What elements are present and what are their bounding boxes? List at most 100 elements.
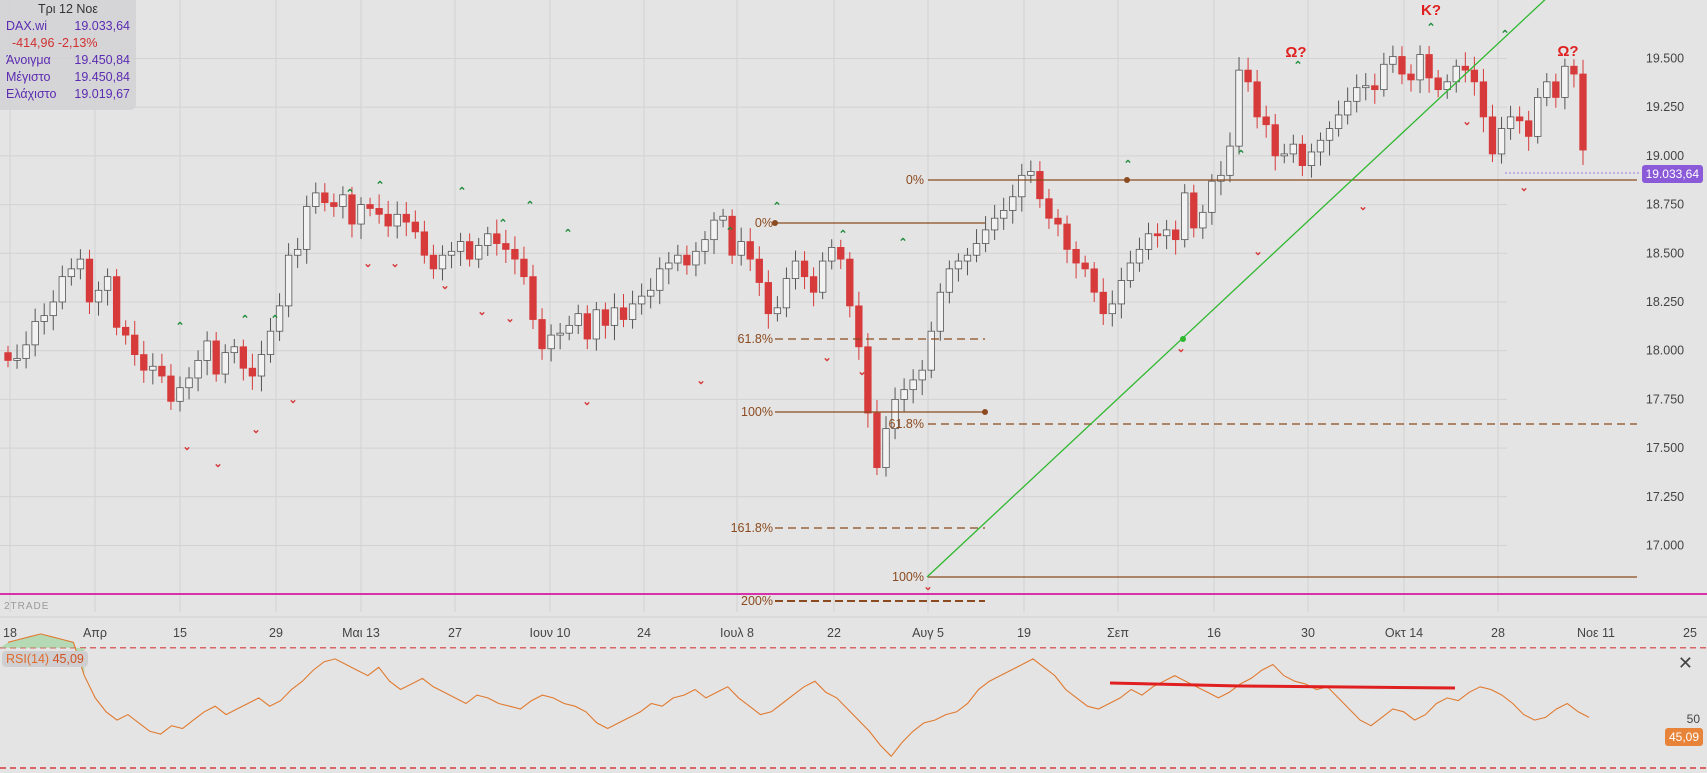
- candle-body: [665, 262, 673, 270]
- up-arrow-marker: ⌃: [345, 188, 354, 200]
- legend-high-row: Μέγιστο 19.450,84: [6, 69, 130, 86]
- rsi-line: [7, 633, 1590, 758]
- down-arrow-marker: ⌄: [1519, 182, 1528, 194]
- trend-line: [926, 0, 1546, 578]
- candle-body: [131, 334, 139, 355]
- y-tick-label: 17.750: [1646, 392, 1684, 406]
- candle-body: [945, 268, 954, 293]
- candle-body: [882, 428, 890, 468]
- candle-body: [248, 367, 257, 377]
- up-arrow-marker: ⌃: [898, 237, 907, 249]
- up-arrow-marker: ⌃: [240, 314, 249, 326]
- candle-body: [674, 254, 682, 264]
- candle-body: [1081, 262, 1089, 270]
- fib-level-label: 61.8%: [889, 417, 924, 431]
- trend-anchor-dot: [1180, 336, 1186, 342]
- candle-body: [873, 412, 881, 468]
- candle-body: [972, 243, 981, 256]
- x-tick-label: 25: [1683, 626, 1697, 640]
- candle-body: [40, 315, 48, 322]
- candle-body: [800, 260, 809, 278]
- candle-body: [339, 194, 347, 207]
- candle-body: [1552, 81, 1560, 98]
- pattern-annotation: Ω?: [1557, 43, 1578, 60]
- candle-body: [1380, 63, 1388, 91]
- rsi-divergence-line: [1239, 684, 1456, 690]
- candle-body: [312, 192, 320, 207]
- legend-date: Τρι 12 Νοε: [38, 2, 98, 16]
- candle-body: [1235, 69, 1243, 147]
- candle-body: [1280, 153, 1288, 157]
- candle-body: [936, 291, 944, 332]
- candle-body: [1027, 171, 1035, 176]
- y-tick-label: 17.250: [1646, 490, 1684, 504]
- candle-body: [1497, 128, 1506, 155]
- candle-body: [990, 217, 999, 231]
- legend-low: 19.019,67: [74, 87, 130, 101]
- candle-body: [1425, 54, 1433, 79]
- rsi-indicator-label[interactable]: RSI(14) 45,09: [2, 651, 88, 667]
- candle-body: [465, 241, 474, 260]
- legend-open: 19.450,84: [74, 53, 130, 67]
- candle-body: [348, 194, 356, 225]
- candle-body: [1090, 268, 1098, 293]
- candle-body: [529, 276, 537, 320]
- down-arrow-marker: ⌄: [213, 458, 222, 470]
- x-tick-label: 28: [1491, 626, 1505, 640]
- candle-body: [85, 258, 94, 303]
- rsi-level-label: 50: [1687, 712, 1701, 726]
- pattern-annotation: Κ?: [1421, 2, 1441, 19]
- up-arrow-marker: ⌃: [1426, 22, 1435, 34]
- candle-body: [610, 307, 619, 326]
- down-arrow-marker: ⌄: [390, 258, 399, 270]
- candle-body: [67, 268, 76, 278]
- up-arrow-marker: ⌃: [563, 228, 572, 240]
- candle-body: [746, 241, 754, 260]
- y-tick-label: 19.250: [1646, 100, 1684, 114]
- candle-body: [1452, 65, 1460, 83]
- up-arrow-marker: ⌃: [498, 218, 507, 230]
- candle-body: [1181, 192, 1189, 241]
- candle-body: [583, 313, 591, 340]
- fib-level-label: 161.8%: [731, 521, 773, 535]
- legend-symbol: DAX.wi: [6, 19, 47, 33]
- down-arrow-marker: ⌄: [288, 394, 297, 406]
- candle-body: [1099, 291, 1107, 315]
- candle-body: [1362, 85, 1370, 89]
- candle-body: [447, 250, 456, 256]
- candle-body: [782, 278, 791, 309]
- candle-body: [393, 213, 401, 227]
- candle-body: [293, 248, 302, 256]
- candle-body: [791, 260, 800, 280]
- candle-body: [1289, 143, 1297, 155]
- candle-body: [1018, 174, 1026, 198]
- up-arrow-marker: ⌃: [1123, 159, 1132, 171]
- candle-body: [1534, 97, 1542, 137]
- close-icon[interactable]: ✕: [1677, 653, 1693, 673]
- candle-body: [719, 215, 727, 221]
- candle-body: [49, 301, 57, 317]
- legend-last: 19.033,64: [74, 19, 130, 33]
- candle-body: [1217, 174, 1225, 182]
- candle-body: [203, 340, 211, 361]
- candle-body: [1416, 54, 1424, 81]
- candle-body: [1045, 198, 1053, 219]
- candle-body: [185, 377, 193, 389]
- up-arrow-marker: ⌃: [457, 186, 466, 198]
- candle-body: [112, 276, 121, 328]
- candle-body: [330, 202, 338, 207]
- legend-change-row: -414,96 -2,13%: [6, 35, 130, 52]
- up-arrow-marker: ⌃: [725, 226, 734, 238]
- candle-body: [828, 247, 836, 262]
- candle-body: [158, 365, 166, 377]
- candle-body: [1000, 210, 1008, 219]
- candle-body: [574, 313, 582, 326]
- candle-body: [1162, 229, 1171, 237]
- candle-body: [140, 354, 148, 371]
- down-arrow-marker: ⌄: [505, 313, 514, 325]
- down-arrow-marker: ⌄: [582, 396, 591, 408]
- candle-body: [1443, 81, 1451, 91]
- down-arrow-marker: ⌄: [1462, 116, 1471, 128]
- y-tick-label: 19.500: [1646, 51, 1684, 65]
